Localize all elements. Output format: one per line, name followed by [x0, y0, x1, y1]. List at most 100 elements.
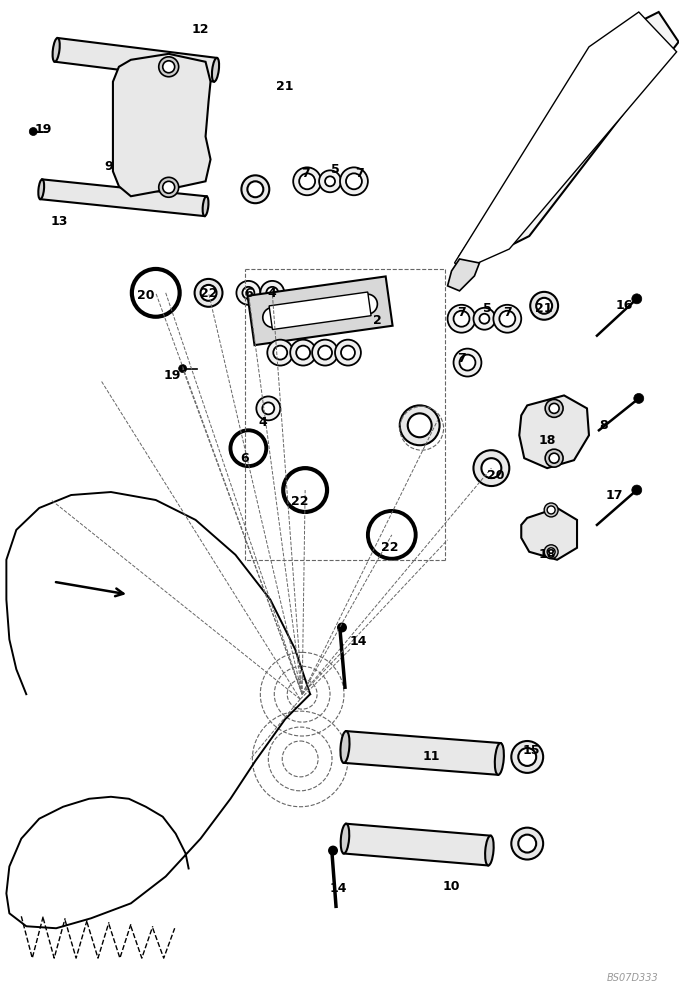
Circle shape	[530, 292, 558, 320]
Text: 22: 22	[381, 541, 398, 554]
Circle shape	[346, 173, 362, 189]
Circle shape	[632, 294, 642, 304]
Circle shape	[518, 835, 537, 853]
Circle shape	[158, 177, 179, 197]
Text: 4: 4	[258, 416, 267, 429]
Circle shape	[267, 340, 293, 366]
Circle shape	[544, 503, 558, 517]
Circle shape	[273, 346, 287, 360]
Bar	[269, 292, 371, 330]
Circle shape	[201, 285, 216, 301]
Circle shape	[549, 453, 559, 463]
Text: 9: 9	[105, 160, 114, 173]
Text: 7: 7	[301, 167, 309, 180]
Circle shape	[518, 748, 537, 766]
Circle shape	[454, 311, 469, 327]
Circle shape	[473, 450, 509, 486]
Text: 22: 22	[292, 495, 309, 508]
Circle shape	[547, 548, 555, 556]
Text: 16: 16	[615, 299, 632, 312]
Text: 21: 21	[535, 302, 553, 315]
Ellipse shape	[341, 824, 350, 854]
Circle shape	[341, 346, 355, 360]
Ellipse shape	[485, 836, 494, 865]
Ellipse shape	[38, 179, 44, 199]
Circle shape	[494, 305, 522, 333]
Polygon shape	[40, 179, 207, 216]
Polygon shape	[454, 12, 677, 269]
Circle shape	[242, 287, 254, 299]
Polygon shape	[344, 824, 490, 865]
Circle shape	[337, 622, 347, 632]
Circle shape	[312, 340, 338, 366]
Text: 20: 20	[137, 289, 154, 302]
Circle shape	[473, 308, 495, 330]
Text: BS07D333: BS07D333	[607, 973, 659, 983]
Circle shape	[481, 458, 501, 478]
Ellipse shape	[52, 38, 60, 62]
Text: 4: 4	[268, 287, 277, 300]
Polygon shape	[520, 395, 589, 468]
Circle shape	[262, 402, 274, 414]
Polygon shape	[460, 12, 679, 261]
Circle shape	[634, 393, 644, 403]
Text: 14: 14	[329, 882, 347, 895]
Circle shape	[290, 340, 316, 366]
Circle shape	[241, 175, 269, 203]
Circle shape	[358, 294, 377, 314]
Text: 18: 18	[539, 434, 556, 447]
Circle shape	[29, 128, 37, 135]
Circle shape	[545, 399, 563, 417]
Text: 6: 6	[240, 452, 249, 465]
Text: 5: 5	[330, 163, 339, 176]
Text: 13: 13	[50, 215, 68, 228]
Text: 21: 21	[277, 80, 294, 93]
Circle shape	[632, 485, 642, 495]
Circle shape	[256, 396, 280, 420]
Circle shape	[248, 181, 263, 197]
Text: 7: 7	[457, 306, 466, 319]
Circle shape	[237, 281, 260, 305]
Text: 19: 19	[164, 369, 182, 382]
Text: 7: 7	[503, 306, 511, 319]
Circle shape	[260, 281, 284, 305]
Text: 7: 7	[356, 167, 364, 180]
Circle shape	[454, 349, 481, 377]
Ellipse shape	[212, 58, 219, 82]
Circle shape	[318, 346, 332, 360]
Circle shape	[511, 828, 543, 860]
Circle shape	[460, 355, 475, 371]
Text: 17: 17	[605, 489, 623, 502]
Circle shape	[335, 340, 361, 366]
Circle shape	[447, 305, 475, 333]
Text: 6: 6	[244, 287, 253, 300]
Text: 18: 18	[539, 548, 556, 561]
Circle shape	[479, 314, 490, 324]
Circle shape	[158, 57, 179, 77]
Circle shape	[549, 403, 559, 413]
Text: 14: 14	[349, 635, 367, 648]
Circle shape	[545, 449, 563, 467]
Text: 15: 15	[522, 744, 540, 757]
Ellipse shape	[341, 731, 350, 763]
Circle shape	[340, 167, 368, 195]
Circle shape	[262, 307, 283, 327]
Circle shape	[319, 170, 341, 192]
Ellipse shape	[203, 196, 209, 216]
Circle shape	[293, 167, 321, 195]
Circle shape	[400, 405, 439, 445]
Circle shape	[547, 506, 555, 514]
Polygon shape	[447, 259, 479, 291]
Text: 11: 11	[423, 750, 441, 763]
Text: 2: 2	[373, 314, 382, 327]
Circle shape	[511, 741, 543, 773]
Circle shape	[499, 311, 515, 327]
Polygon shape	[344, 731, 500, 775]
Circle shape	[408, 413, 432, 437]
Text: 12: 12	[192, 23, 209, 36]
Circle shape	[328, 846, 338, 856]
Ellipse shape	[495, 743, 504, 775]
Polygon shape	[522, 508, 577, 560]
Circle shape	[299, 173, 315, 189]
Text: 19: 19	[35, 123, 52, 136]
